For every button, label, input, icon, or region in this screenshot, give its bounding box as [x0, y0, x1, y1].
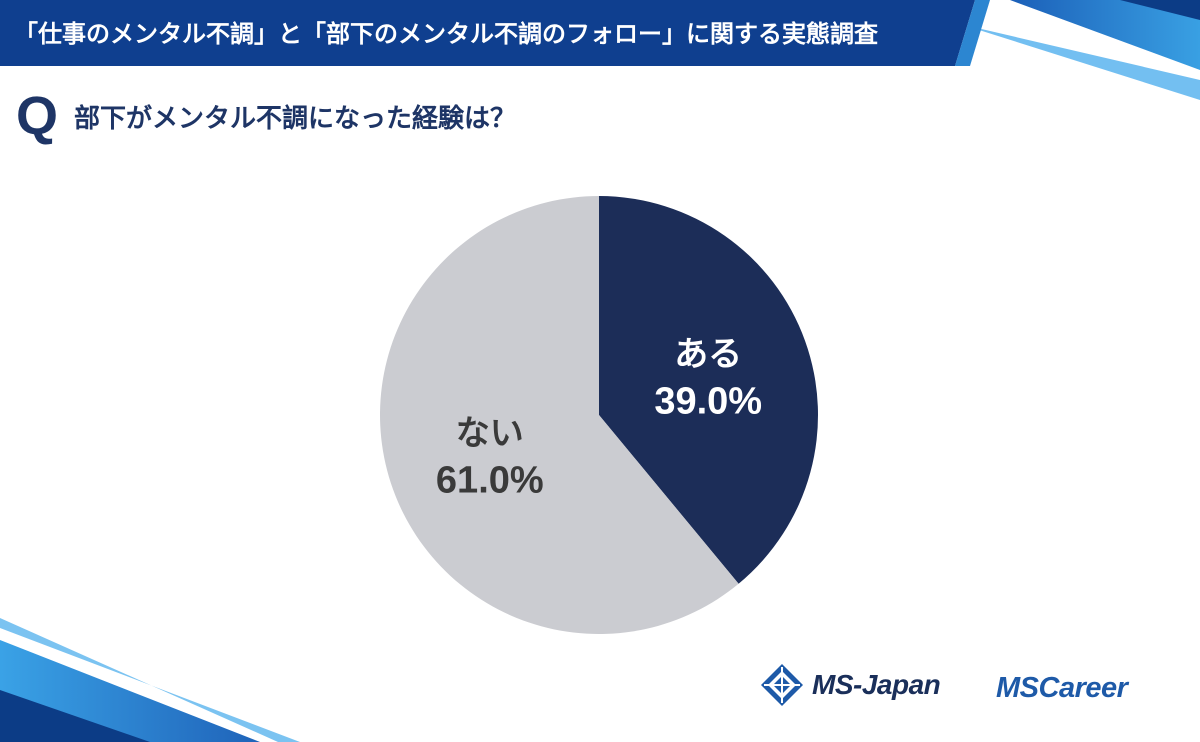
- deco-stripe-bottom-2: [0, 690, 150, 742]
- ms-japan-logo-text: MS-Japan: [812, 669, 941, 700]
- pie-slice-nai: [380, 195, 739, 634]
- question-text: 部下がメンタル不調になった経験は？: [74, 103, 517, 134]
- deco-stripe-top-2: [960, 24, 1200, 100]
- ms-japan-logo: MS-Japan: [760, 655, 941, 715]
- question-row: Q 部下がメンタル不調になった経験は？: [16, 86, 516, 146]
- pie-slice-aru: [599, 195, 819, 584]
- ms-career-logo: MSCareer: [996, 672, 1128, 704]
- deco-stripe-top-3: [1040, 0, 1200, 20]
- page-title: 「仕事のメンタル不調」と「部下のメンタル不調のフォロー」に関する実態調査: [14, 20, 878, 48]
- question-mark-q: Q: [16, 86, 59, 146]
- deco-stripe-top-1: [1010, 0, 1200, 70]
- ms-japan-logo-icon: [761, 664, 803, 706]
- pie-value-label-nai: 61.0%: [436, 459, 544, 501]
- title-banner-accent: [955, 0, 990, 66]
- title-banner: [0, 0, 975, 66]
- pie-label-nai: ない: [456, 413, 524, 453]
- pie-value-label-aru: 39.0%: [654, 381, 762, 423]
- pie-label-aru: ある: [674, 335, 742, 375]
